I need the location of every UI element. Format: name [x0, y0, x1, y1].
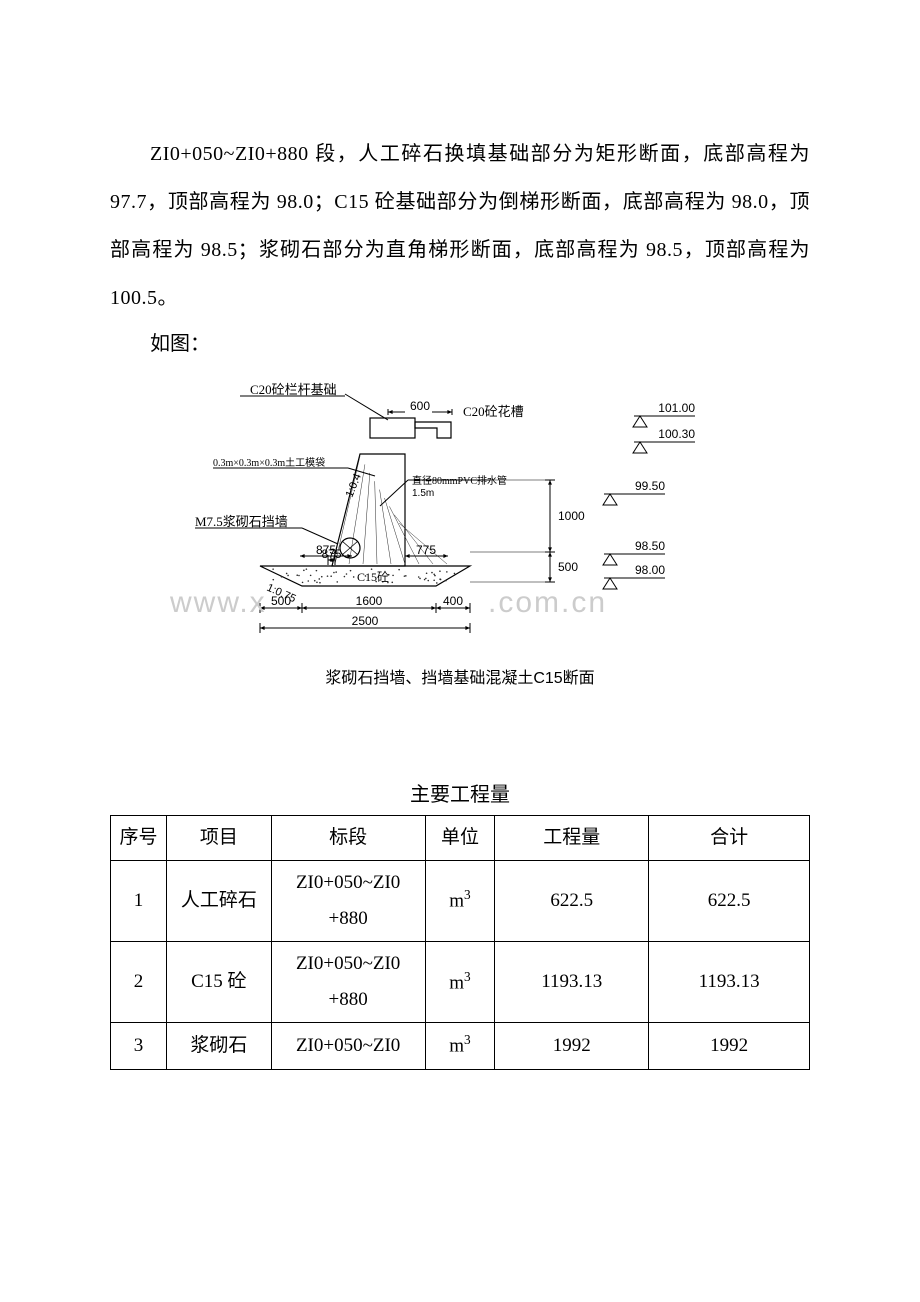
- table-row: 2C15 砼ZI0+050~ZI0+880m31193.131193.13: [111, 942, 810, 1023]
- table-cell: m3: [425, 942, 495, 1023]
- table-cell: 3: [111, 1023, 167, 1069]
- table-header: 工程量: [495, 816, 649, 861]
- svg-text:400: 400: [443, 594, 463, 608]
- svg-text:C20砼栏杆基础: C20砼栏杆基础: [250, 382, 337, 397]
- svg-text:98.00: 98.00: [635, 563, 665, 577]
- table-cell: 1992: [495, 1023, 649, 1069]
- table-cell: m3: [425, 1023, 495, 1069]
- table-title: 主要工程量: [110, 778, 810, 807]
- table-cell: 1193.13: [649, 942, 810, 1023]
- svg-text:1.5m: 1.5m: [412, 488, 434, 499]
- svg-text:99.50: 99.50: [635, 479, 665, 493]
- table-header: 项目: [166, 816, 271, 861]
- diagram-caption: 浆砌石挡墙、挡墙基础混凝土C15断面: [180, 664, 740, 688]
- table-row: 3浆砌石ZI0+050~ZI0m319921992: [111, 1023, 810, 1069]
- table-cell: m3: [425, 861, 495, 942]
- svg-text:C15砼: C15砼: [357, 570, 389, 584]
- table-header: 合计: [649, 816, 810, 861]
- svg-text:101.00: 101.00: [658, 401, 695, 415]
- table-cell: 622.5: [649, 861, 810, 942]
- svg-text:98.50: 98.50: [635, 539, 665, 553]
- quantities-table: 序号项目标段单位工程量合计 1人工碎石ZI0+050~ZI0+880m3622.…: [110, 815, 810, 1070]
- svg-text:C20砼花槽: C20砼花槽: [463, 404, 524, 419]
- table-cell: 浆砌石: [166, 1023, 271, 1069]
- cross-section-diagram: C15砼C20砼栏杆基础600C20砼花槽0.3m×0.3m×0.3m土工模袋直…: [180, 376, 740, 688]
- table-header: 单位: [425, 816, 495, 861]
- svg-text:1600: 1600: [356, 594, 383, 608]
- svg-text:0.3m×0.3m×0.3m土工模袋: 0.3m×0.3m×0.3m土工模袋: [213, 456, 325, 469]
- table-cell: ZI0+050~ZI0: [271, 1023, 425, 1069]
- svg-text:500: 500: [271, 594, 291, 608]
- table-cell: 1992: [649, 1023, 810, 1069]
- svg-text:1:0.4: 1:0.4: [344, 472, 364, 499]
- svg-text:600: 600: [410, 399, 430, 413]
- svg-text:1000: 1000: [558, 509, 585, 523]
- table-cell: 1: [111, 861, 167, 942]
- table-cell: C15 砼: [166, 942, 271, 1023]
- table-cell: ZI0+050~ZI0+880: [271, 861, 425, 942]
- table-row: 1人工碎石ZI0+050~ZI0+880m3622.5622.5: [111, 861, 810, 942]
- table-cell: ZI0+050~ZI0+880: [271, 942, 425, 1023]
- table-cell: 622.5: [495, 861, 649, 942]
- paragraph-2: 如图：: [110, 322, 810, 366]
- table-header: 序号: [111, 816, 167, 861]
- table-cell: 人工碎石: [166, 861, 271, 942]
- svg-text:775: 775: [416, 543, 436, 557]
- svg-text:M7.5浆砌石挡墙: M7.5浆砌石挡墙: [195, 514, 288, 529]
- table-cell: 1193.13: [495, 942, 649, 1023]
- paragraph-1: ZI0+050~ZI0+880 段，人工碎石换填基础部分为矩形断面，底部高程为 …: [110, 130, 810, 322]
- svg-text:875: 875: [316, 543, 336, 557]
- svg-text:500: 500: [558, 560, 578, 574]
- table-cell: 2: [111, 942, 167, 1023]
- svg-text:2500: 2500: [352, 614, 379, 628]
- table-header: 标段: [271, 816, 425, 861]
- svg-text:100.30: 100.30: [658, 427, 695, 441]
